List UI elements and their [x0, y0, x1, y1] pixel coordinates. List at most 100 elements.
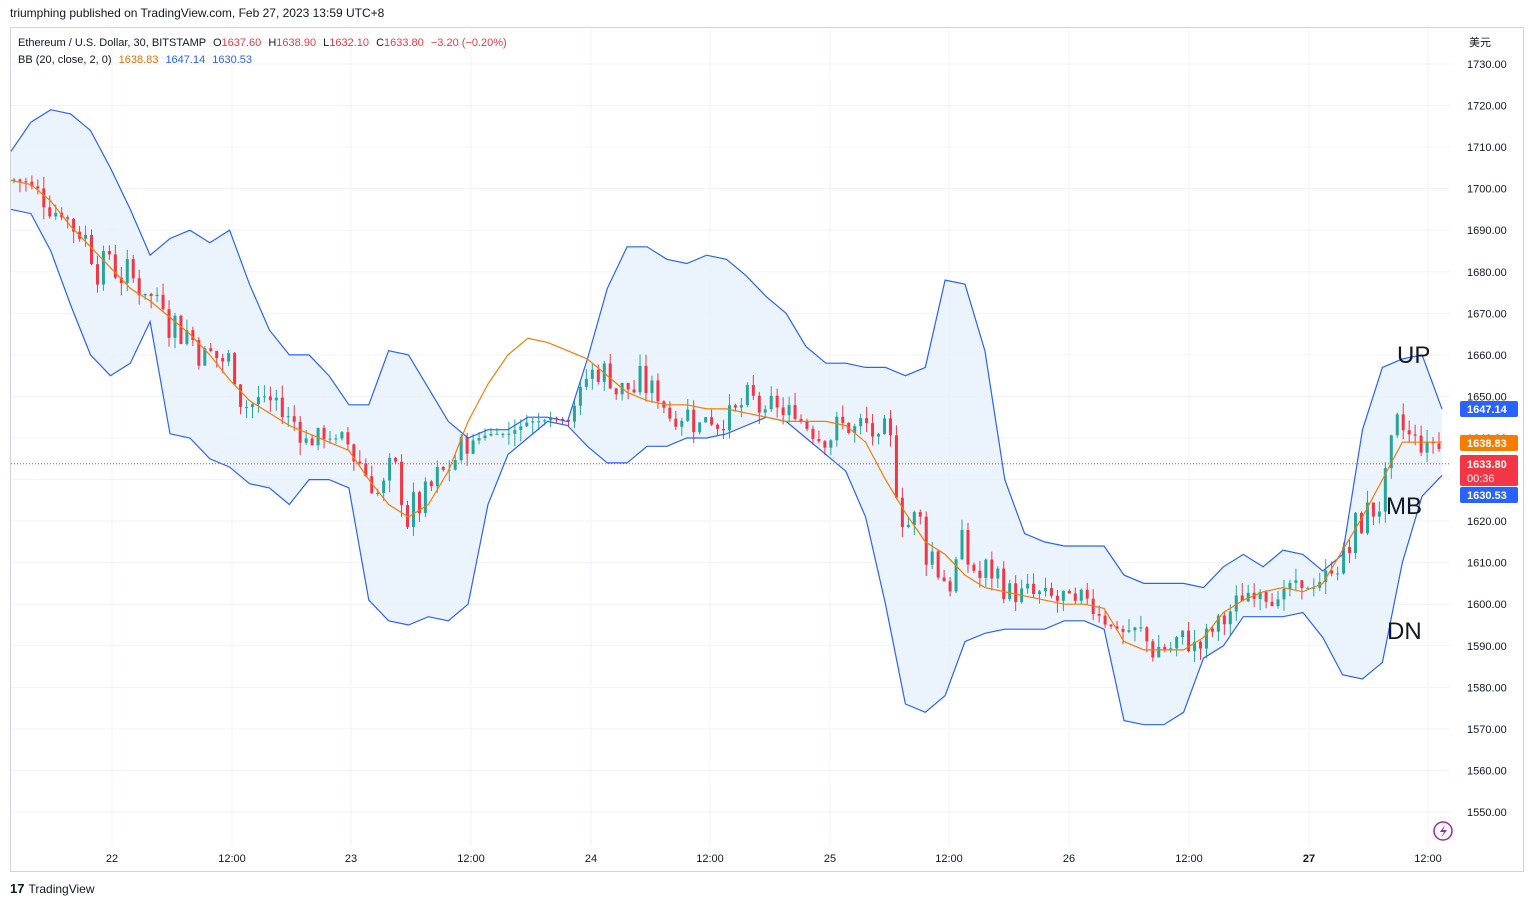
- candle-body: [793, 405, 797, 420]
- annotation-dn: DN: [1387, 618, 1422, 645]
- candle-body: [107, 251, 111, 255]
- candle-body: [1407, 430, 1411, 435]
- candle-body: [471, 440, 475, 454]
- candle-body: [799, 419, 803, 422]
- candle-body: [549, 417, 553, 421]
- footer-brand: TradingView: [28, 881, 95, 896]
- candle-body: [1193, 641, 1197, 652]
- candle-body: [817, 439, 821, 442]
- time-tick-label: 12:00: [1414, 853, 1442, 865]
- candle-body: [1222, 615, 1226, 625]
- bb-mid-value: 1638.83: [118, 54, 159, 66]
- price-tick-label: 1690.00: [1467, 225, 1507, 237]
- candle-body: [1342, 547, 1346, 574]
- candle-body: [1014, 583, 1018, 603]
- candle-body: [853, 426, 857, 433]
- candle-body: [537, 421, 541, 423]
- candle-body: [674, 418, 678, 427]
- candle-body: [250, 404, 254, 407]
- candle-body: [1336, 573, 1340, 575]
- candle-body: [167, 309, 171, 338]
- candle-body: [173, 315, 177, 338]
- candle-body: [221, 358, 225, 362]
- candle-body: [1419, 435, 1423, 453]
- candle-body: [566, 420, 570, 422]
- candle-body: [900, 497, 904, 528]
- candle-body: [578, 386, 582, 406]
- candle-body: [1043, 588, 1047, 592]
- candle-body: [1383, 468, 1387, 512]
- price-tick-label: 1590.00: [1467, 641, 1507, 653]
- candle-body: [692, 409, 696, 433]
- time-tick-label: 22: [106, 853, 118, 865]
- candle-body: [1365, 502, 1369, 534]
- candle-body: [656, 380, 660, 402]
- candle-body: [30, 181, 34, 187]
- candle-body: [501, 433, 505, 435]
- candle-body: [525, 422, 529, 427]
- candle-body: [483, 435, 487, 439]
- candle-body: [322, 427, 326, 440]
- candle-body: [131, 259, 135, 279]
- candle-body: [340, 432, 344, 439]
- candle-body: [1377, 511, 1381, 517]
- basis-line: [10, 179, 1442, 651]
- price-tick-label: 1700.00: [1467, 184, 1507, 196]
- candle-body: [280, 397, 284, 418]
- candle-body: [179, 315, 183, 344]
- svg-text:00:36: 00:36: [1467, 473, 1495, 485]
- candle-body: [1246, 592, 1250, 602]
- lower-band-line: [10, 208, 1443, 726]
- candle-body: [519, 426, 523, 431]
- candle-body: [227, 353, 231, 362]
- candle-body: [936, 551, 940, 578]
- bb-label: BB (20, close, 2, 0): [18, 54, 112, 66]
- candle-body: [590, 369, 594, 379]
- candle-body: [1181, 630, 1185, 638]
- price-tick-label: 1730.00: [1467, 59, 1507, 71]
- candle-body: [733, 405, 737, 408]
- candle-body: [972, 564, 976, 571]
- candle-body: [1395, 414, 1399, 436]
- candle-body: [626, 382, 630, 390]
- price-tick-label: 1600.00: [1467, 599, 1507, 611]
- candle-body: [95, 264, 99, 285]
- candle-body: [1032, 583, 1036, 594]
- candle-body: [316, 427, 320, 446]
- candle-body: [310, 438, 314, 446]
- candle-body: [543, 420, 547, 422]
- candle-body: [1348, 547, 1352, 554]
- candle-body: [394, 457, 398, 462]
- candle-body: [990, 559, 994, 579]
- candle-body: [400, 461, 404, 505]
- candle-body: [429, 481, 433, 487]
- lightning-icon[interactable]: [1433, 821, 1453, 841]
- candle-body: [477, 438, 481, 441]
- candle-body: [417, 492, 421, 514]
- svg-text:1647.14: 1647.14: [1467, 404, 1508, 416]
- time-tick-label: 12:00: [457, 853, 485, 865]
- candle-body: [346, 432, 350, 445]
- candle-body: [388, 457, 392, 481]
- candle-body: [1270, 601, 1274, 607]
- candle-body: [197, 340, 201, 366]
- candle-body: [948, 581, 952, 592]
- candle-body: [1097, 614, 1101, 616]
- candle-body: [24, 181, 28, 183]
- candle-body: [513, 430, 517, 434]
- candle-body: [239, 384, 243, 407]
- candle-body: [1103, 615, 1107, 625]
- candle-body: [1061, 590, 1065, 601]
- time-tick-label: 12:00: [696, 853, 724, 865]
- candle-body: [745, 385, 749, 406]
- candle-body: [716, 424, 720, 429]
- candle-body: [441, 467, 445, 470]
- candle-body: [704, 417, 708, 423]
- candle-body: [1228, 611, 1232, 625]
- candle-body: [1282, 588, 1286, 600]
- candle-body: [1002, 568, 1006, 600]
- candle-body: [894, 435, 898, 498]
- candle-body: [1210, 628, 1214, 632]
- candle-body: [215, 350, 219, 359]
